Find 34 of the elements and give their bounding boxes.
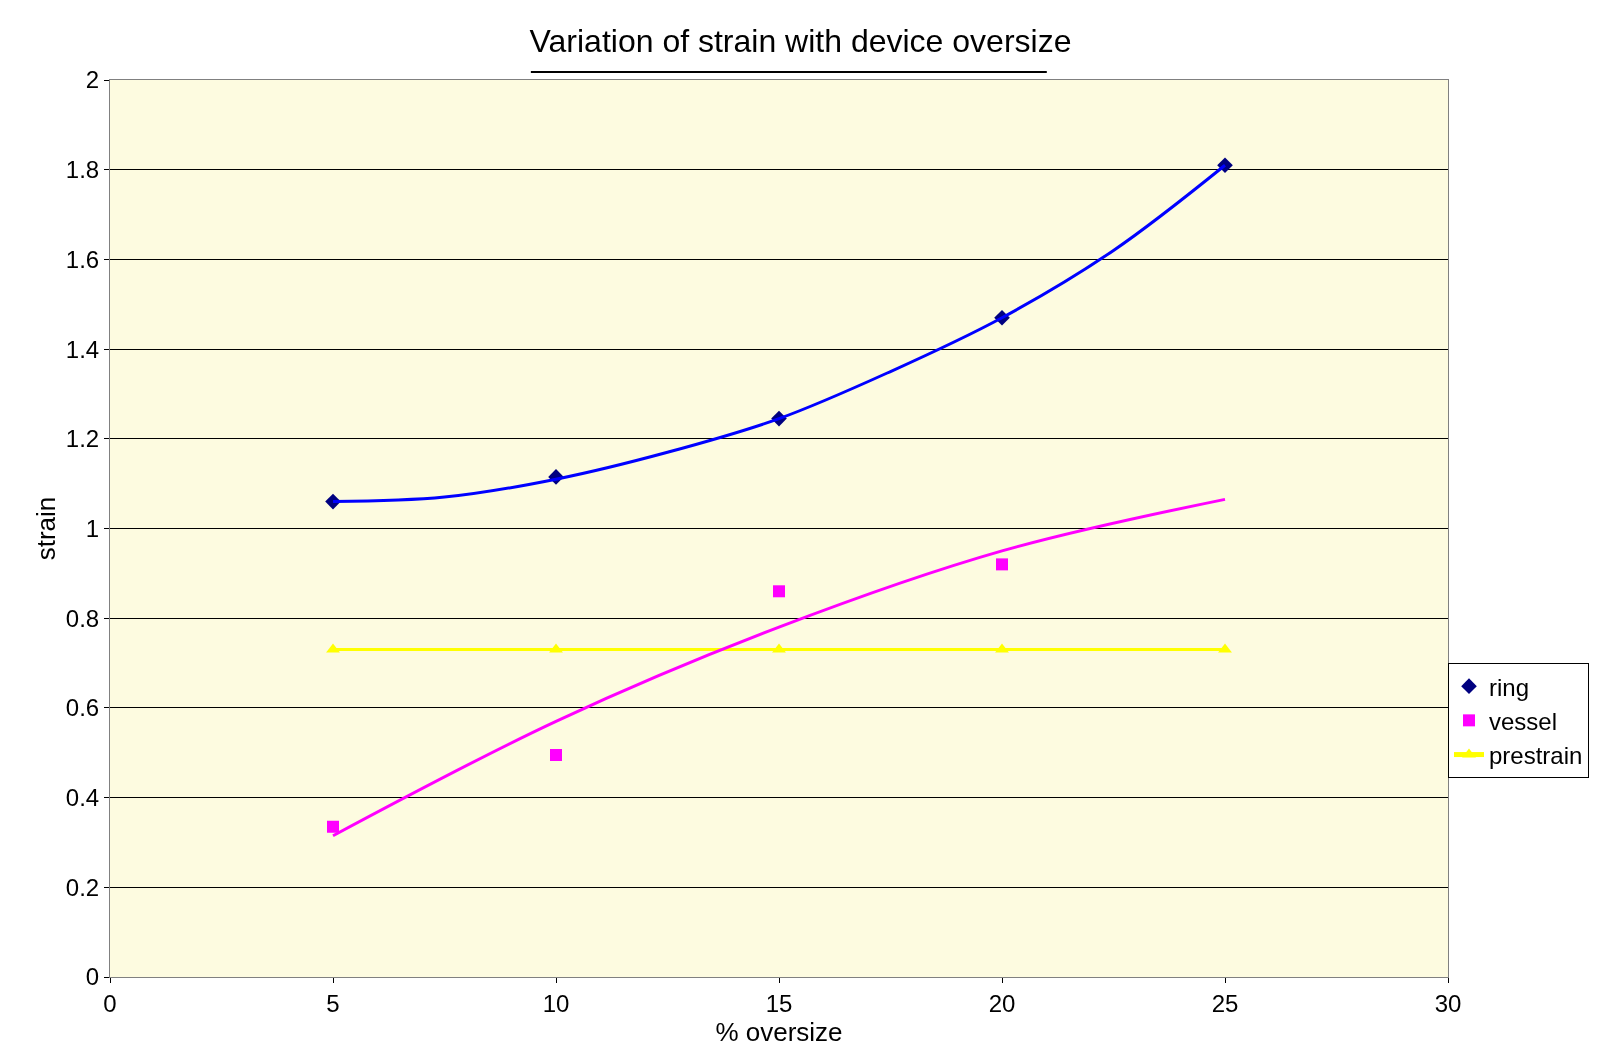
legend-label: ring bbox=[1489, 673, 1530, 701]
point bbox=[549, 643, 563, 653]
legend-label: prestrain bbox=[1489, 741, 1583, 769]
point bbox=[1218, 643, 1232, 653]
y-tick-label: 0.4 bbox=[65, 784, 100, 811]
point bbox=[996, 558, 1008, 571]
x-tick-label: 30 bbox=[1434, 989, 1462, 1017]
point bbox=[773, 585, 785, 598]
legend-label: vessel bbox=[1489, 707, 1558, 735]
y-tick-label: 0.2 bbox=[65, 873, 100, 901]
y-tick-label: 1.4 bbox=[65, 335, 100, 363]
y-tick-label: 0.8 bbox=[65, 604, 100, 632]
point bbox=[327, 820, 339, 833]
y-tick-label: 2 bbox=[85, 66, 100, 94]
chart-title: Variation of strain with device oversize bbox=[529, 22, 1072, 59]
point bbox=[772, 643, 786, 653]
x-tick-label: 10 bbox=[542, 989, 570, 1017]
point bbox=[326, 643, 340, 653]
y-tick-label: 0.6 bbox=[65, 694, 100, 722]
point bbox=[550, 748, 562, 761]
y-axis-title: strain bbox=[31, 496, 62, 561]
x-axis-title: % oversize bbox=[715, 1016, 843, 1047]
x-tick-label: 25 bbox=[1211, 989, 1239, 1017]
x-tick-label: 15 bbox=[765, 989, 793, 1017]
point bbox=[995, 643, 1009, 653]
y-tick-label: 1.6 bbox=[65, 245, 100, 273]
y-tick-label: 1.2 bbox=[65, 425, 100, 453]
y-tick-label: 0 bbox=[85, 963, 100, 991]
x-tick-label: 20 bbox=[988, 989, 1016, 1017]
y-tick-label: 1.8 bbox=[65, 156, 100, 184]
x-tick-label: 5 bbox=[326, 989, 340, 1017]
line-series bbox=[331, 497, 1227, 838]
x-tick-label: 0 bbox=[103, 989, 117, 1017]
y-tick-label: 1 bbox=[85, 514, 100, 542]
